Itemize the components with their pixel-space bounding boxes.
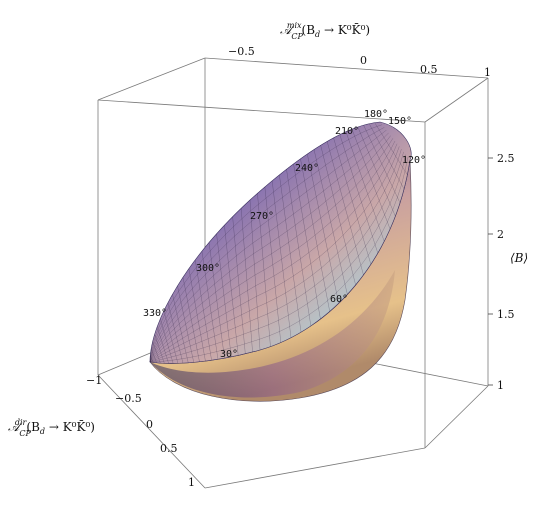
mesh-line — [149, 149, 402, 363]
top-tick-label: −0.5 — [228, 45, 255, 58]
phase-labels: 180° 150° 210° 120° 240° 270° 300° 330° … — [143, 109, 426, 360]
phase-label-120: 120° — [402, 155, 426, 166]
front-tick-label: 0 — [146, 418, 153, 431]
phase-label-60: 60° — [330, 294, 348, 305]
mesh-line — [149, 132, 389, 363]
mesh-line — [149, 124, 383, 363]
surface-bottom-rim — [150, 270, 395, 398]
mesh-line — [149, 129, 387, 363]
front-tick-label: −1 — [86, 374, 102, 387]
surface — [149, 121, 412, 402]
mesh-line — [149, 140, 396, 363]
mesh-line — [149, 151, 404, 363]
phase-label-30: 30° — [220, 349, 238, 360]
phase-label-210: 210° — [335, 126, 359, 137]
phase-label-270: 270° — [250, 211, 274, 222]
front-tick-label: 0.5 — [160, 442, 178, 455]
top-tick-label: 0 — [360, 54, 367, 67]
mesh-line — [149, 143, 398, 363]
top-tick-label: 1 — [484, 66, 491, 79]
z-axis: 1 1.5 2 2.5 ⟨B⟩ — [488, 152, 528, 392]
phase-label-330: 330° — [143, 308, 167, 319]
phase-label-150: 150° — [388, 116, 412, 127]
phase-label-240: 240° — [295, 163, 319, 174]
z-tick-label: 2 — [497, 228, 504, 241]
z-tick-label: 1 — [497, 379, 504, 392]
mesh-line — [149, 154, 406, 363]
front-axis-title: 𝒜CPdir(Bd → K⁰K̄⁰) — [8, 418, 95, 438]
top-axis: −0.5 0 0.5 1 𝒜CPmix(Bd → K⁰K̄⁰) — [228, 21, 491, 79]
mesh-line — [149, 146, 400, 363]
mesh-line — [149, 135, 391, 363]
surface-inner-bowl — [149, 121, 412, 364]
mesh-line — [149, 157, 409, 363]
mesh-line — [149, 127, 385, 363]
front-axis: −1 −0.5 0 0.5 1 𝒜CPdir(Bd → K⁰K̄⁰) — [8, 374, 195, 489]
top-axis-title: 𝒜CPmix(Bd → K⁰K̄⁰) — [280, 21, 370, 41]
phase-label-300: 300° — [196, 263, 220, 274]
z-tick-label: 2.5 — [497, 152, 515, 165]
phase-label-180: 180° — [364, 109, 388, 120]
mesh-line — [149, 138, 394, 363]
top-tick-label: 0.5 — [420, 63, 438, 76]
z-tick-label: 1.5 — [497, 308, 515, 321]
surface-mesh — [149, 122, 409, 364]
z-axis-title: ⟨B⟩ — [510, 251, 528, 265]
front-tick-label: 1 — [188, 476, 195, 489]
front-tick-label: −0.5 — [115, 392, 142, 405]
